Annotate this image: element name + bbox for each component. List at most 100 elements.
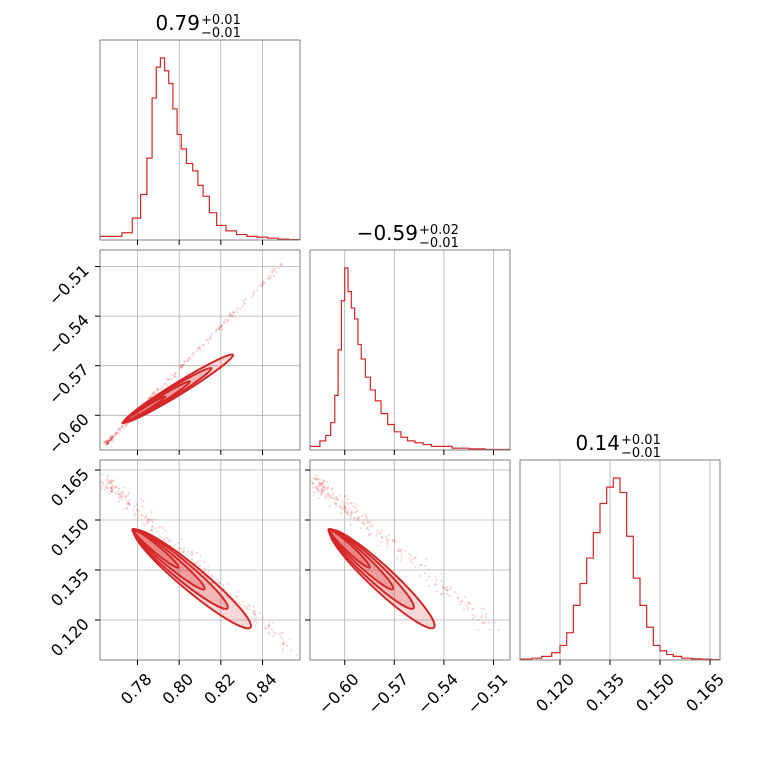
scatter-point <box>207 341 210 344</box>
scatter-point <box>414 555 417 559</box>
scatter-point <box>339 506 342 509</box>
scatter-point <box>208 337 211 340</box>
panel-frame-1 <box>309 249 511 451</box>
scatter-point <box>177 541 180 544</box>
scatter-point <box>255 289 258 292</box>
scatter-point <box>273 269 276 272</box>
scatter-point <box>365 515 368 518</box>
scatter-point <box>104 484 107 488</box>
scatter-point <box>155 390 158 393</box>
scatter-point <box>142 500 145 503</box>
scatter-point <box>260 285 263 288</box>
scatter-point <box>106 487 109 490</box>
scatter-point <box>354 502 357 505</box>
scatter-point <box>316 490 320 493</box>
scatter-point <box>186 359 189 362</box>
scatter-point <box>270 271 274 274</box>
scatter-point <box>167 378 170 381</box>
scatter-point <box>236 311 239 314</box>
scatter-point <box>371 523 374 527</box>
scatter-point <box>150 510 153 513</box>
scatter-point <box>408 552 412 556</box>
scatter-point <box>327 486 330 489</box>
panel-frame-2 <box>519 459 721 661</box>
scatter-point <box>121 498 124 501</box>
scatter-point <box>229 312 232 315</box>
scatter-point <box>288 637 291 640</box>
scatter-point <box>315 478 318 481</box>
scatter-point <box>350 514 353 517</box>
scatter-point <box>115 431 118 434</box>
scatter-point <box>106 441 110 445</box>
scatter-point <box>471 613 474 616</box>
scatter-point <box>242 299 245 302</box>
scatter-point <box>164 382 167 385</box>
scatter-point <box>393 539 396 542</box>
scatter-point <box>456 596 460 600</box>
scatter-point <box>152 392 156 395</box>
scatter-point <box>252 610 255 613</box>
scatter-point <box>137 510 141 513</box>
scatter-point <box>107 439 110 442</box>
y-tick-label-2-0: 0.120 <box>47 614 93 660</box>
scatter-point <box>217 327 221 331</box>
scatter-point <box>479 616 483 619</box>
scatter-point <box>255 616 259 619</box>
scatter-point <box>343 507 346 510</box>
scatter-point <box>112 434 116 438</box>
scatter-point <box>289 649 293 652</box>
scatter-point <box>183 547 186 550</box>
scatter-point <box>315 486 318 489</box>
scatter-point <box>199 559 202 562</box>
scatter-point <box>320 491 323 494</box>
scatter-point <box>313 477 316 480</box>
scatter-point <box>442 585 445 588</box>
scatter-point <box>263 281 266 284</box>
scatter-point <box>228 313 231 316</box>
scatter-point <box>346 503 349 506</box>
scatter-point <box>166 377 170 381</box>
scatter-point <box>218 582 221 585</box>
scatter-point <box>321 489 324 493</box>
scatter-point <box>159 536 162 539</box>
scatter-point <box>102 441 105 444</box>
scatter-point <box>268 621 272 624</box>
scatter-point <box>108 439 111 442</box>
scatter-point <box>325 488 328 491</box>
scatter-point <box>469 602 472 605</box>
scatter-point <box>483 621 486 624</box>
scatter-point <box>225 595 228 599</box>
scatter-point <box>107 440 110 444</box>
scatter-point <box>156 530 159 533</box>
scatter-point <box>282 642 285 645</box>
scatter-point <box>180 366 183 369</box>
scatter-point <box>319 481 322 484</box>
scatter-point <box>424 564 427 568</box>
scatter-point <box>146 397 150 400</box>
scatter-point <box>253 612 256 615</box>
scatter-point <box>191 550 194 553</box>
scatter-point <box>180 537 183 541</box>
scatter-point <box>317 478 320 481</box>
scatter-point <box>118 500 121 503</box>
title-minus-0: −0.01 <box>201 26 241 41</box>
scatter-point <box>110 480 114 483</box>
scatter-point <box>396 557 399 560</box>
scatter-point <box>363 522 366 525</box>
scatter-point <box>108 436 111 439</box>
scatter-point <box>427 584 431 588</box>
scatter-point <box>109 489 112 493</box>
scatter-point <box>484 615 487 619</box>
scatter-point <box>465 604 468 607</box>
scatter-point <box>448 594 451 598</box>
scatter-point <box>106 477 109 480</box>
scatter-point <box>207 570 210 573</box>
scatter-point <box>281 648 284 651</box>
scatter-point <box>378 531 381 534</box>
scatter-point <box>149 396 152 399</box>
scatter-point <box>327 493 330 496</box>
contour-level-2 <box>131 527 206 591</box>
scatter-point <box>336 498 339 501</box>
scatter-point <box>370 525 374 528</box>
